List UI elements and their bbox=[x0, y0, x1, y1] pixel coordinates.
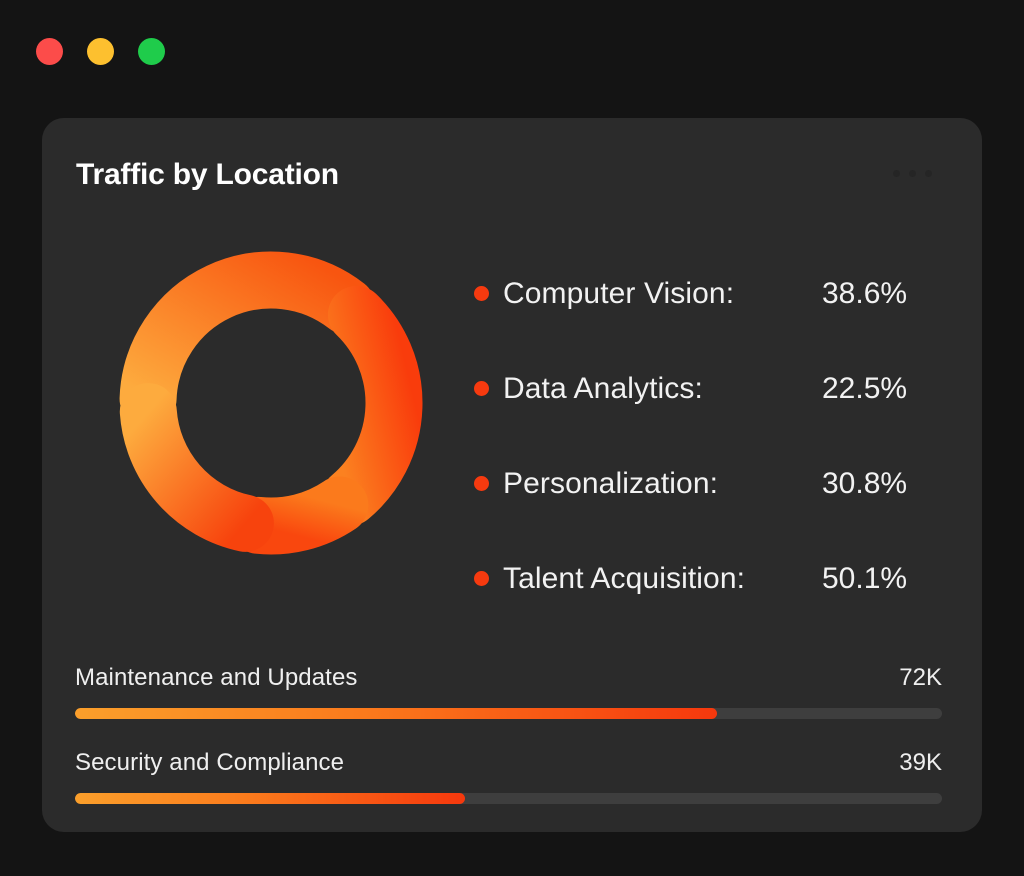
legend-colon: : bbox=[709, 466, 719, 500]
donut-segment[interactable] bbox=[119, 383, 274, 552]
list-item: Maintenance and Updates 72K bbox=[75, 664, 942, 719]
kebab-dot-3 bbox=[925, 170, 932, 177]
minimize-window-button[interactable] bbox=[87, 38, 114, 65]
bar-value: 72K bbox=[899, 664, 942, 691]
window-traffic-lights bbox=[36, 38, 165, 65]
close-window-button[interactable] bbox=[36, 38, 63, 65]
legend-item-label: Computer Vision bbox=[503, 276, 726, 310]
chart-area: Computer Vision : 38.6% Data Analytics :… bbox=[42, 228, 982, 628]
legend-bullet-icon bbox=[474, 286, 489, 301]
legend-item-label: Talent Acquisition bbox=[503, 561, 737, 595]
progress-track[interactable] bbox=[75, 793, 942, 804]
donut-segment[interactable] bbox=[321, 286, 423, 526]
legend-item-label: Personalization bbox=[503, 466, 710, 500]
legend-item[interactable]: Talent Acquisition : 50.1% bbox=[474, 531, 952, 626]
legend-item[interactable]: Personalization : 30.8% bbox=[474, 436, 952, 531]
legend-item-value: 22.5% bbox=[822, 371, 908, 405]
list-item: Security and Compliance 39K bbox=[75, 749, 942, 804]
progress-fill bbox=[75, 793, 466, 804]
legend-colon: : bbox=[725, 276, 735, 310]
legend-item[interactable]: Data Analytics : 22.5% bbox=[474, 341, 952, 436]
legend-colon: : bbox=[694, 371, 703, 405]
bar-label: Maintenance and Updates bbox=[75, 664, 358, 691]
legend-item[interactable]: Computer Vision : 38.6% bbox=[474, 246, 952, 341]
metrics-bar-list: Maintenance and Updates 72K Security and… bbox=[75, 664, 942, 804]
legend-bullet-icon bbox=[474, 476, 489, 491]
kebab-dot-1 bbox=[893, 170, 900, 177]
progress-track[interactable] bbox=[75, 708, 942, 719]
bar-value: 39K bbox=[899, 749, 942, 776]
legend-item-value: 50.1% bbox=[822, 561, 908, 595]
legend-bullet-icon bbox=[474, 381, 489, 396]
donut-chart bbox=[106, 238, 436, 568]
donut-chart-svg bbox=[119, 251, 423, 555]
legend-item-value: 30.8% bbox=[822, 466, 908, 500]
maximize-window-button[interactable] bbox=[138, 38, 165, 65]
kebab-dot-2 bbox=[909, 170, 916, 177]
page-title: Traffic by Location bbox=[76, 158, 339, 191]
legend-item-label: Data Analytics bbox=[503, 371, 695, 405]
bar-label: Security and Compliance bbox=[75, 749, 345, 776]
kebab-menu-icon[interactable] bbox=[893, 170, 932, 177]
bar-header: Security and Compliance 39K bbox=[75, 749, 942, 777]
bar-header: Maintenance and Updates 72K bbox=[75, 664, 942, 692]
legend-colon: : bbox=[736, 561, 746, 595]
traffic-by-location-card: Traffic by Location bbox=[42, 118, 982, 832]
donut-segment[interactable] bbox=[119, 251, 376, 428]
chart-legend: Computer Vision : 38.6% Data Analytics :… bbox=[474, 246, 952, 626]
progress-fill bbox=[75, 708, 717, 719]
legend-item-value: 38.6% bbox=[822, 276, 908, 310]
card-header: Traffic by Location bbox=[76, 152, 948, 198]
legend-bullet-icon bbox=[474, 571, 489, 586]
